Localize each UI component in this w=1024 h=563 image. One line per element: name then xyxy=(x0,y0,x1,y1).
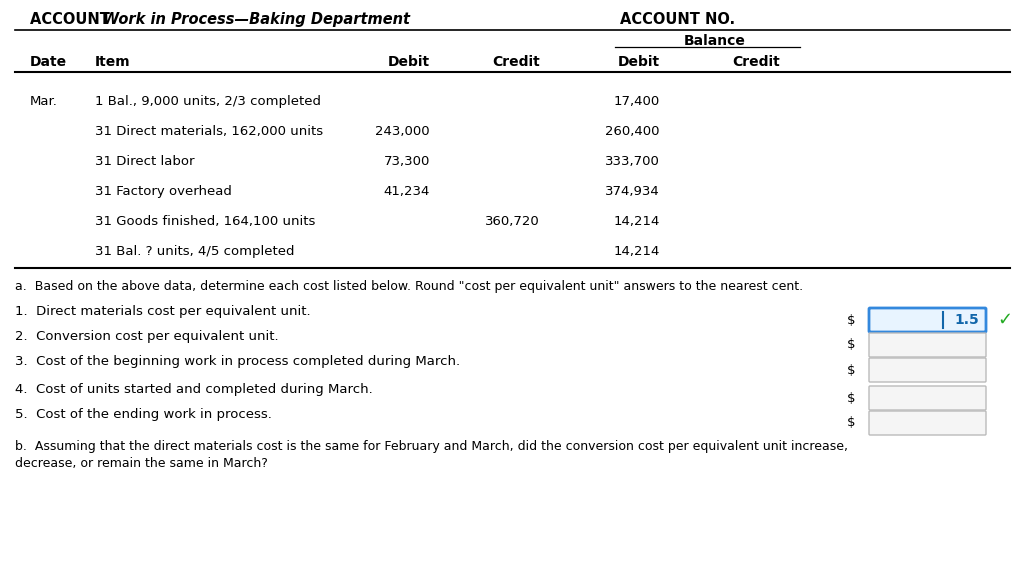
Text: Balance: Balance xyxy=(684,34,745,48)
Text: 31 Factory overhead: 31 Factory overhead xyxy=(95,185,231,198)
Text: 1.  Direct materials cost per equivalent unit.: 1. Direct materials cost per equivalent … xyxy=(15,305,310,318)
FancyBboxPatch shape xyxy=(869,308,986,332)
FancyBboxPatch shape xyxy=(869,333,986,357)
FancyBboxPatch shape xyxy=(869,411,986,435)
Text: 260,400: 260,400 xyxy=(605,125,660,138)
Text: Item: Item xyxy=(95,55,131,69)
Text: 73,300: 73,300 xyxy=(384,155,430,168)
Text: 17,400: 17,400 xyxy=(613,95,660,108)
Text: Credit: Credit xyxy=(732,55,780,69)
Text: 41,234: 41,234 xyxy=(384,185,430,198)
FancyBboxPatch shape xyxy=(869,386,986,410)
Text: ACCOUNT: ACCOUNT xyxy=(30,12,115,27)
Text: 243,000: 243,000 xyxy=(376,125,430,138)
Text: 31 Bal. ? units, 4/5 completed: 31 Bal. ? units, 4/5 completed xyxy=(95,245,295,258)
Text: 14,214: 14,214 xyxy=(613,245,660,258)
Text: Work in Process—Baking Department: Work in Process—Baking Department xyxy=(103,12,410,27)
Text: 31 Direct materials, 162,000 units: 31 Direct materials, 162,000 units xyxy=(95,125,324,138)
Text: 14,214: 14,214 xyxy=(613,215,660,228)
Text: $: $ xyxy=(847,364,855,377)
FancyBboxPatch shape xyxy=(869,358,986,382)
Text: ✓: ✓ xyxy=(997,311,1012,329)
Text: 1.5: 1.5 xyxy=(954,313,979,327)
Text: 31 Goods finished, 164,100 units: 31 Goods finished, 164,100 units xyxy=(95,215,315,228)
Text: a.  Based on the above data, determine each cost listed below. Round "cost per e: a. Based on the above data, determine ea… xyxy=(15,280,803,293)
Text: 4.  Cost of units started and completed during March.: 4. Cost of units started and completed d… xyxy=(15,383,373,396)
Text: 3.  Cost of the beginning work in process completed during March.: 3. Cost of the beginning work in process… xyxy=(15,355,460,368)
Text: Date: Date xyxy=(30,55,68,69)
Text: $: $ xyxy=(847,417,855,430)
Text: 333,700: 333,700 xyxy=(605,155,660,168)
Text: ACCOUNT NO.: ACCOUNT NO. xyxy=(620,12,735,27)
Text: 360,720: 360,720 xyxy=(485,215,540,228)
Text: Mar.: Mar. xyxy=(30,95,58,108)
Text: decrease, or remain the same in March?: decrease, or remain the same in March? xyxy=(15,457,268,470)
Text: b.  Assuming that the direct materials cost is the same for February and March, : b. Assuming that the direct materials co… xyxy=(15,440,848,453)
Text: Debit: Debit xyxy=(617,55,660,69)
Text: Credit: Credit xyxy=(493,55,540,69)
Text: 374,934: 374,934 xyxy=(605,185,660,198)
Text: 5.  Cost of the ending work in process.: 5. Cost of the ending work in process. xyxy=(15,408,272,421)
Text: Debit: Debit xyxy=(388,55,430,69)
Text: 2.  Conversion cost per equivalent unit.: 2. Conversion cost per equivalent unit. xyxy=(15,330,279,343)
Text: $: $ xyxy=(847,314,855,327)
Text: 31 Direct labor: 31 Direct labor xyxy=(95,155,195,168)
Text: $: $ xyxy=(847,338,855,351)
Text: 1 Bal., 9,000 units, 2/3 completed: 1 Bal., 9,000 units, 2/3 completed xyxy=(95,95,321,108)
Text: $: $ xyxy=(847,391,855,404)
